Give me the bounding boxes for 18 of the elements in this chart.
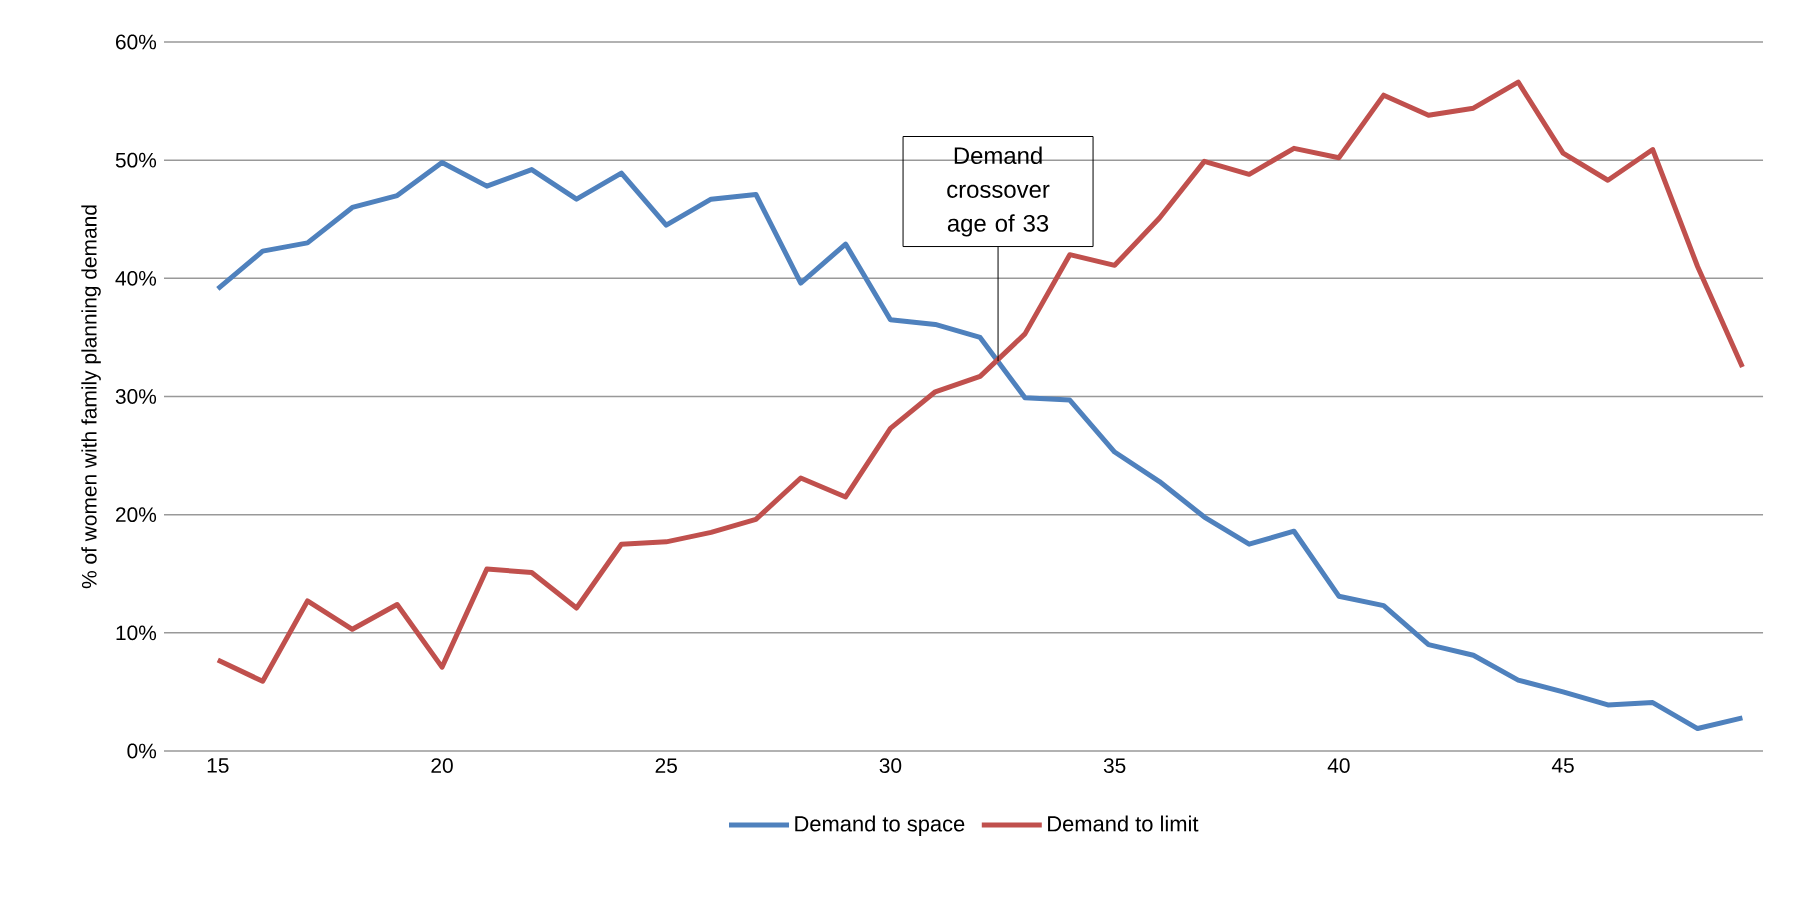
y-tick-label: 60% bbox=[116, 34, 157, 50]
x-tick-label: 15 bbox=[207, 758, 229, 773]
y-tick-label: 20% bbox=[116, 507, 157, 523]
y-tick-label: 10% bbox=[116, 625, 157, 641]
y-tick-label: 40% bbox=[115, 270, 157, 286]
y-tick-label: 0% bbox=[127, 743, 157, 759]
x-tick-label: 25 bbox=[655, 758, 677, 773]
x-tick-label: 35 bbox=[1103, 758, 1126, 773]
y-axis-title: % of women with family planning demand bbox=[81, 205, 101, 589]
x-tick-label: 30 bbox=[879, 758, 902, 773]
y-tick-label: 30% bbox=[115, 389, 157, 404]
legend-label: Demand to limit bbox=[1048, 815, 1199, 832]
annotation: Demand crossover age of 33 bbox=[947, 146, 1050, 237]
x-tick-label: 40 bbox=[1327, 758, 1350, 773]
y-tick-label: 50% bbox=[115, 152, 157, 168]
x-tick-label: 45 bbox=[1551, 758, 1574, 773]
legend-label: Demand to space bbox=[795, 815, 965, 836]
x-tick-label: 20 bbox=[431, 758, 453, 773]
